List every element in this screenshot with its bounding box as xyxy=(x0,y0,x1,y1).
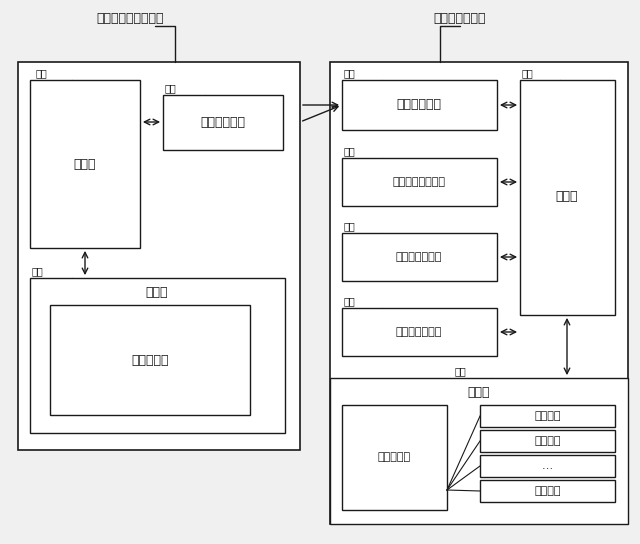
Text: 記憶部: 記憶部 xyxy=(468,386,490,399)
Bar xyxy=(480,455,615,477)
Bar xyxy=(330,62,628,524)
Bar xyxy=(520,80,615,315)
Text: ３２: ３２ xyxy=(32,266,44,276)
Text: 送信間隔: 送信間隔 xyxy=(534,436,561,446)
Text: 移動体端末１０: 移動体端末１０ xyxy=(434,11,486,24)
Bar xyxy=(342,158,497,206)
Text: 無線送受信部: 無線送受信部 xyxy=(397,98,442,112)
Text: 位置情報測定部: 位置情報測定部 xyxy=(396,252,442,262)
Bar xyxy=(342,80,497,130)
Bar xyxy=(480,430,615,452)
Bar xyxy=(342,233,497,281)
Text: 送信間隔: 送信間隔 xyxy=(534,411,561,421)
Text: １１: １１ xyxy=(522,68,534,78)
Bar xyxy=(18,62,300,450)
Text: ３３: ３３ xyxy=(165,83,177,93)
Text: 送信間隔判定部: 送信間隔判定部 xyxy=(396,327,442,337)
Text: 地図データ: 地図データ xyxy=(378,452,411,462)
Text: 制御部: 制御部 xyxy=(556,190,579,203)
Text: １３: １３ xyxy=(344,221,356,231)
Bar xyxy=(342,405,447,510)
Text: ３１: ３１ xyxy=(36,68,48,78)
Text: 無線送受信部: 無線送受信部 xyxy=(200,115,246,128)
Bar xyxy=(50,305,250,415)
Bar xyxy=(163,95,283,150)
Bar xyxy=(30,80,140,248)
Bar xyxy=(480,480,615,502)
Text: 制御部: 制御部 xyxy=(74,158,96,170)
Bar xyxy=(480,405,615,427)
Text: 地図データ: 地図データ xyxy=(131,354,169,367)
Text: …: … xyxy=(542,461,553,471)
Text: １６: １６ xyxy=(344,296,356,306)
Text: メッセージ生成部: メッセージ生成部 xyxy=(392,177,445,187)
Text: １２: １２ xyxy=(455,366,467,376)
Text: １４: １４ xyxy=(344,146,356,156)
Text: 位置管理サーバ３０: 位置管理サーバ３０ xyxy=(96,11,164,24)
Text: 送信間隔: 送信間隔 xyxy=(534,486,561,496)
Text: 記憶部: 記憶部 xyxy=(146,286,168,299)
Bar xyxy=(330,378,628,524)
Bar xyxy=(30,278,285,433)
Text: １５: １５ xyxy=(344,68,356,78)
Bar xyxy=(342,308,497,356)
